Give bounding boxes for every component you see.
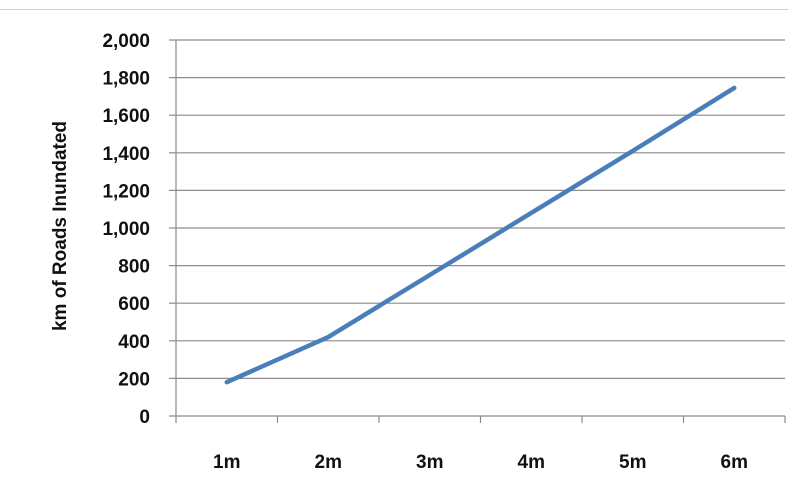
y-tick-label: 1,400 — [102, 144, 150, 165]
x-tick-labels: 1m 2m 3m 4m 5m 6m — [213, 452, 748, 473]
x-tick-label: 4m — [518, 452, 545, 473]
x-tick-label: 3m — [416, 452, 443, 473]
y-tick-label: 400 — [118, 332, 150, 353]
x-tick-label: 6m — [721, 452, 748, 473]
y-tick-label: 1,200 — [102, 181, 150, 202]
y-tick-label: 1,600 — [102, 106, 150, 127]
y-tick-label: 800 — [118, 257, 150, 278]
x-tick-label: 1m — [213, 452, 240, 473]
y-tick-label: 1,000 — [102, 219, 150, 240]
top-divider — [0, 9, 788, 10]
x-tick-label: 2m — [315, 452, 342, 473]
series-line — [227, 88, 735, 382]
y-tick-label: 2,000 — [102, 31, 150, 52]
gridlines — [176, 40, 785, 378]
series-lines — [227, 88, 735, 382]
x-tick-label: 5m — [619, 452, 646, 473]
y-tick-label: 600 — [118, 294, 150, 315]
y-tick-label: 200 — [118, 369, 150, 390]
y-tick-label: 0 — [139, 407, 150, 428]
y-tick-labels: 0 200 400 600 800 1,000 1,200 1,400 1,600 1,800 2,… — [102, 31, 150, 428]
y-tick-label: 1,800 — [102, 69, 150, 90]
y-axis-label: km of Roads Inundated — [50, 121, 71, 331]
